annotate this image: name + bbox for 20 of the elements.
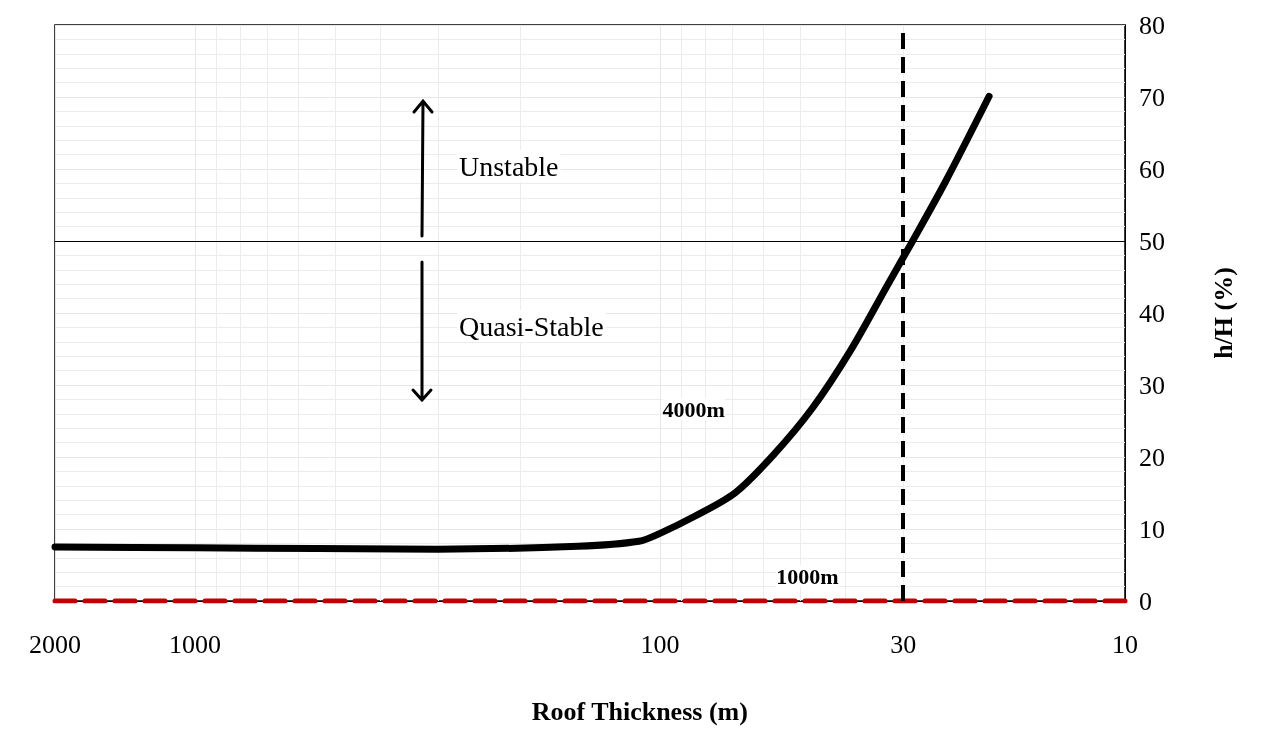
y-tick-label: 60 [1139,154,1165,184]
x-tick-label: 100 [640,629,680,659]
y-tick-label: 70 [1139,82,1165,112]
y-tick-label: 80 [1139,10,1165,40]
annotation: Quasi-Stable [459,310,604,342]
y-tick-label: 30 [1139,370,1165,400]
annotation: Unstable [459,150,559,182]
y-tick-label: 20 [1139,442,1165,472]
y-tick-label: 10 [1139,514,1165,544]
y-tick-label: 50 [1139,226,1165,256]
x-tick-label: 2000 [29,629,81,659]
x-tick-label: 1000 [168,629,221,659]
series-label: 1000m [776,563,839,589]
x-tick-label: 30 [890,629,917,659]
x-tick-label: 10 [1112,629,1138,659]
y-axis-title: h/H (%) [1208,267,1238,359]
text: 4000m [662,396,725,422]
y-tick-label: 0 [1139,586,1152,616]
y-tick-label: 40 [1139,298,1165,328]
x-axis-title: Roof Thickness (m) [531,696,748,726]
